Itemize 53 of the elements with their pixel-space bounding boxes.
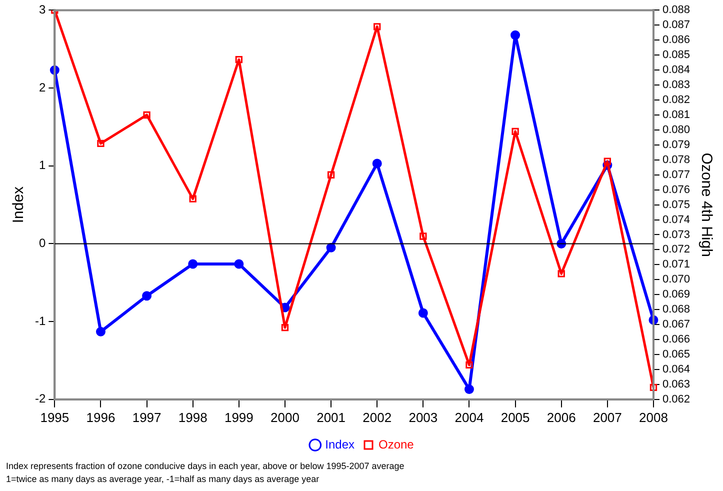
x-tick-label: 1996 bbox=[86, 410, 116, 425]
y2-tick-label: 0.084 bbox=[662, 64, 690, 76]
x-tick-label: 2005 bbox=[500, 410, 530, 425]
x-tick-label: 2001 bbox=[316, 410, 346, 425]
x-tick-label: 2007 bbox=[592, 410, 622, 425]
y2-axis-title: Ozone 4th High bbox=[698, 152, 715, 257]
y2-tick-label: 0.080 bbox=[662, 124, 690, 136]
y2-tick-label: 0.088 bbox=[662, 4, 690, 16]
y2-tick-label: 0.066 bbox=[662, 334, 690, 346]
y2-tick-label: 0.063 bbox=[662, 378, 690, 390]
y2-tick-label: 0.071 bbox=[662, 258, 690, 271]
y-tick-label: -1 bbox=[35, 314, 46, 328]
y2-tick-label: 0.065 bbox=[662, 348, 690, 361]
x-tick-label: 2003 bbox=[408, 410, 438, 425]
y2-tick-label: 0.081 bbox=[662, 109, 690, 122]
y-tick-label: 3 bbox=[38, 2, 46, 17]
text: Index represents fraction of ozone conducive days in each year, above or below 1995-2007 average bbox=[6, 461, 404, 471]
y2-tick-label: 0.074 bbox=[662, 214, 690, 226]
x-tick-label: 2004 bbox=[454, 410, 484, 425]
y2-tick-label: 0.086 bbox=[662, 34, 690, 46]
y-axis-title: Index bbox=[10, 186, 28, 224]
y2-tick-label: 0.083 bbox=[662, 79, 690, 92]
y2-tick-label: 0.087 bbox=[662, 19, 690, 32]
y2-tick-label: 0.067 bbox=[662, 318, 690, 331]
y-tick-label: 2 bbox=[38, 80, 46, 94]
x-tick-label: 1995 bbox=[40, 410, 70, 425]
y2-tick-label: 0.078 bbox=[662, 154, 690, 166]
y-tick-label: 0 bbox=[38, 236, 46, 250]
y-tick-label: 1 bbox=[38, 158, 46, 172]
y2-tick-label: 0.076 bbox=[662, 184, 690, 196]
x-tick-label: 2002 bbox=[362, 410, 392, 425]
x-tick-label: 2008 bbox=[639, 410, 668, 425]
y2-tick-label: 0.070 bbox=[662, 274, 690, 286]
y2-tick-label: 0.085 bbox=[662, 49, 690, 62]
legend-label: Ozone bbox=[378, 437, 414, 452]
x-tick-label: 1997 bbox=[132, 410, 162, 425]
y2-tick-label: 0.072 bbox=[662, 244, 690, 256]
x-tick-label: 2006 bbox=[546, 410, 576, 425]
x-tick-label: 1998 bbox=[178, 410, 208, 425]
y2-tick-label: 0.069 bbox=[662, 288, 690, 301]
text: 1=twice as many days as average year, -1=half as many days as average year bbox=[6, 474, 320, 484]
y2-tick-label: 0.068 bbox=[662, 304, 690, 316]
x-tick-label: 1999 bbox=[224, 410, 254, 425]
x-tick-label: 2000 bbox=[270, 410, 300, 425]
y-tick-label: -2 bbox=[35, 392, 46, 406]
y2-tick-label: 0.079 bbox=[662, 138, 690, 151]
y2-tick-label: 0.064 bbox=[662, 363, 690, 376]
y2-tick-label: 0.073 bbox=[662, 228, 690, 241]
y2-tick-label: 0.077 bbox=[662, 168, 690, 181]
y2-tick-label: 0.075 bbox=[662, 198, 690, 211]
y2-tick-label: 0.082 bbox=[662, 94, 690, 106]
y2-tick-label: 0.062 bbox=[662, 393, 690, 406]
legend-label: Index bbox=[325, 437, 355, 452]
